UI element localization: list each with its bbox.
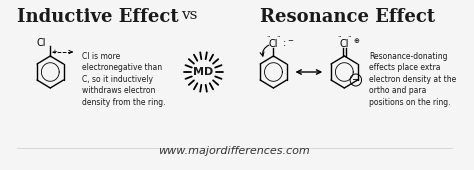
Text: ··: ·· <box>337 34 342 40</box>
Text: Resonance Effect: Resonance Effect <box>260 8 435 26</box>
Text: Cl: Cl <box>339 39 349 49</box>
Text: ⊕: ⊕ <box>353 38 359 44</box>
Text: +: + <box>51 49 57 55</box>
Text: ··: ·· <box>276 34 281 40</box>
Text: vs: vs <box>181 8 197 22</box>
Text: Cl: Cl <box>269 39 278 49</box>
Text: Cl: Cl <box>37 38 46 48</box>
Text: :: : <box>283 38 286 48</box>
Text: www.majordifferences.com: www.majordifferences.com <box>158 146 310 156</box>
Text: Cl is more
electronegative than
C, so it inductively
withdraws electron
density : Cl is more electronegative than C, so it… <box>82 52 165 107</box>
Text: −: − <box>287 38 293 44</box>
Text: MD: MD <box>193 67 214 77</box>
Text: ··: ·· <box>266 34 271 40</box>
Text: Resonance-donating
effects place extra
electron density at the
ortho and para
po: Resonance-donating effects place extra e… <box>369 52 456 107</box>
Text: ··: ·· <box>347 34 351 40</box>
Text: Inductive Effect: Inductive Effect <box>18 8 179 26</box>
Text: −: − <box>352 75 360 85</box>
